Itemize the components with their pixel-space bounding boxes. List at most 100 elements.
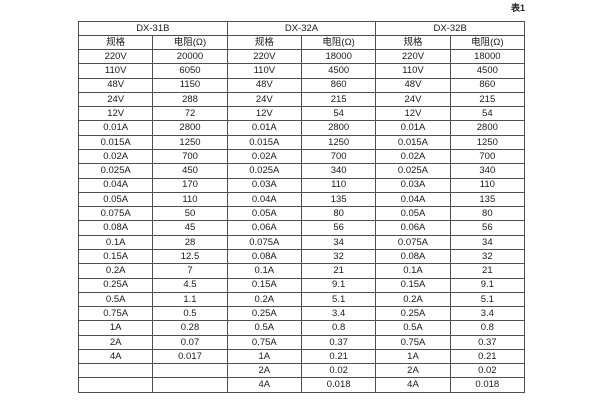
table-row: 4A 0.017 1A 0.21 1A 0.21 <box>77 348 526 365</box>
column-header-resistance: 电阻(Ω) <box>300 35 377 50</box>
spec-cell: 0.75A <box>77 306 154 322</box>
resistance-cell: 32 <box>449 248 526 265</box>
resistance-cell: 0.018 <box>300 377 377 393</box>
spec-cell <box>77 377 154 393</box>
resistance-cell: 0.018 <box>449 377 526 393</box>
spec-cell: 0.08A <box>226 248 302 265</box>
group-header-row: DX-31B DX-32A DX-32B <box>78 21 525 36</box>
table-row: 0.1A 28 0.075A 34 0.075A 34 <box>77 234 526 250</box>
spec-cell: 0.5A <box>226 320 302 336</box>
resistance-cell: 7 <box>152 263 228 279</box>
resistance-cell: 18000 <box>300 48 377 65</box>
spec-cell: 0.25A <box>375 306 451 322</box>
group-header-dx32b: DX-32B <box>375 21 525 36</box>
resistance-cell: 1.1 <box>152 291 228 308</box>
spec-cell: 0.075A <box>77 206 154 222</box>
table-row: 2A 0.07 0.75A 0.37 0.75A 0.37 <box>77 334 526 350</box>
spec-cell: 4A <box>77 348 154 365</box>
spec-cell: 1A <box>77 320 154 336</box>
spec-cell: 110V <box>226 63 302 79</box>
table-row: 0.75A 0.5 0.25A 3.4 0.25A 3.4 <box>77 306 526 322</box>
spec-cell: 0.5A <box>77 291 154 308</box>
spec-cell: 12V <box>375 106 451 122</box>
resistance-cell: 80 <box>300 206 377 222</box>
spec-cell: 0.08A <box>77 220 154 236</box>
resistance-cell: 0.02 <box>449 363 526 379</box>
spec-cell: 12V <box>77 106 154 122</box>
resistance-cell: 50 <box>152 206 228 222</box>
resistance-cell: 2800 <box>152 120 228 136</box>
spec-cell: 0.075A <box>226 234 302 250</box>
spec-cell: 0.05A <box>226 206 302 222</box>
spec-cell: 0.1A <box>226 263 302 279</box>
resistance-cell: 215 <box>449 91 526 108</box>
spec-cell: 0.5A <box>375 320 451 336</box>
table-row: 0.04A 170 0.03A 110 0.03A 110 <box>77 177 526 193</box>
table-row: 0.075A 50 0.05A 80 0.05A 80 <box>77 206 526 222</box>
spec-cell: 0.02A <box>375 148 451 165</box>
spec-cell: 0.25A <box>226 306 302 322</box>
resistance-cell: 3.4 <box>449 306 526 322</box>
resistance-cell: 5.1 <box>449 291 526 308</box>
spec-table: DX-31B DX-32A DX-32B 规格 电阻(Ω) 规格 电阻(Ω) 规… <box>77 21 526 393</box>
spec-cell: 110V <box>77 63 154 79</box>
spec-cell: 1A <box>226 348 302 365</box>
spec-cell: 0.2A <box>77 263 154 279</box>
resistance-cell: 3.4 <box>300 306 377 322</box>
resistance-cell: 0.8 <box>300 320 377 336</box>
spec-cell: 2A <box>375 363 451 379</box>
spec-cell: 4A <box>226 377 302 393</box>
table-row: 24V 288 24V 215 24V 215 <box>77 91 526 108</box>
resistance-cell <box>152 377 228 393</box>
resistance-cell: 56 <box>300 220 377 236</box>
table-body: 220V 20000 220V 18000 220V 18000 110V 6050 110V 4… <box>77 48 526 393</box>
column-header-spec: 规格 <box>77 35 154 50</box>
table-row: 0.015A 1250 0.015A 1250 0.015A 1250 <box>77 134 526 150</box>
spec-cell: 0.01A <box>226 120 302 136</box>
resistance-cell: 80 <box>449 206 526 222</box>
spec-cell: 0.04A <box>77 177 154 193</box>
table-row: 0.15A 12.5 0.08A 32 0.08A 32 <box>77 248 526 265</box>
resistance-cell <box>152 363 228 379</box>
resistance-cell: 5.1 <box>300 291 377 308</box>
resistance-cell: 170 <box>152 177 228 193</box>
resistance-cell: 12.5 <box>152 248 228 265</box>
resistance-cell: 215 <box>300 91 377 108</box>
resistance-cell: 56 <box>449 220 526 236</box>
spec-cell: 0.1A <box>375 263 451 279</box>
resistance-cell: 4.5 <box>152 277 228 293</box>
spec-cell: 0.015A <box>77 134 154 150</box>
resistance-cell: 0.21 <box>449 348 526 365</box>
spec-cell: 0.01A <box>375 120 451 136</box>
table-row: 0.05A 110 0.04A 135 0.04A 135 <box>77 191 526 208</box>
spec-cell: 24V <box>375 91 451 108</box>
resistance-cell: 54 <box>449 106 526 122</box>
resistance-cell: 700 <box>449 148 526 165</box>
resistance-cell: 6050 <box>152 63 228 79</box>
resistance-cell: 860 <box>449 77 526 93</box>
table-row: 4A 0.018 4A 0.018 <box>77 377 526 393</box>
resistance-cell: 0.37 <box>300 334 377 350</box>
table-row: 0.25A 4.5 0.15A 9.1 0.15A 9.1 <box>77 277 526 293</box>
spec-cell: 0.02A <box>77 148 154 165</box>
resistance-cell: 21 <box>449 263 526 279</box>
spec-cell: 0.75A <box>226 334 302 350</box>
column-header-spec: 规格 <box>226 35 302 50</box>
spec-cell: 0.75A <box>375 334 451 350</box>
spec-cell: 48V <box>375 77 451 93</box>
spec-cell: 220V <box>77 48 154 65</box>
spec-cell: 48V <box>77 77 154 93</box>
resistance-cell: 700 <box>300 148 377 165</box>
spec-cell: 110V <box>375 63 451 79</box>
spec-cell: 0.03A <box>226 177 302 193</box>
spec-cell: 2A <box>226 363 302 379</box>
spec-cell: 0.15A <box>77 248 154 265</box>
resistance-cell: 0.28 <box>152 320 228 336</box>
spec-cell: 0.075A <box>375 234 451 250</box>
resistance-cell: 20000 <box>152 48 228 65</box>
resistance-cell: 700 <box>152 148 228 165</box>
spec-cell: 0.03A <box>375 177 451 193</box>
table-row: 0.025A 450 0.025A 340 0.025A 340 <box>77 163 526 179</box>
spec-cell: 0.1A <box>77 234 154 250</box>
table-row: 48V 1150 48V 860 48V 860 <box>77 77 526 93</box>
